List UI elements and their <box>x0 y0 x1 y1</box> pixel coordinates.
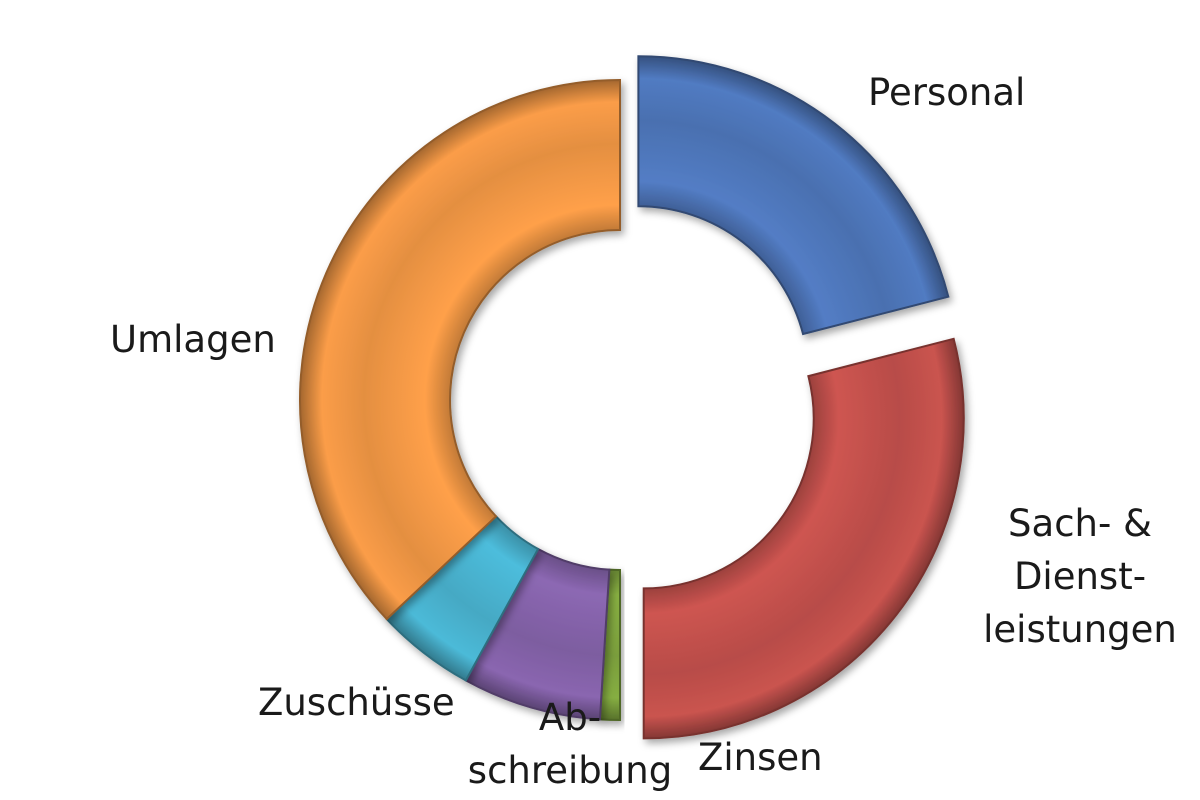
label-line: Zuschüsse <box>258 681 455 724</box>
label-line: leistungen <box>983 608 1177 651</box>
label-zinsen: Zinsen <box>698 736 823 779</box>
label-line: Zinsen <box>698 736 823 779</box>
label-line: Dienst- <box>1014 555 1146 598</box>
label-sach-dienstleistungen: Sach- & Dienst-leistungen <box>983 502 1177 651</box>
label-line: Ab- <box>539 696 601 739</box>
slice-personal <box>637 55 950 336</box>
label-line: Umlagen <box>110 318 276 361</box>
label-zuschüsse: Zuschüsse <box>258 681 455 724</box>
donut-slices <box>299 55 965 740</box>
label-line: Personal <box>868 71 1025 114</box>
slice-sach-dienstleistungen <box>642 337 965 740</box>
slice-umlagen <box>299 78 621 621</box>
label-line: Sach- & <box>1008 502 1152 545</box>
label-line: schreibung <box>468 749 672 792</box>
label-abschreibung: Ab-schreibung <box>468 696 672 792</box>
label-personal: Personal <box>868 71 1025 114</box>
donut-labels: Personal Sach- & Dienst-leistungen Zinsen Ab… <box>110 71 1177 792</box>
label-umlagen: Umlagen <box>110 318 276 361</box>
